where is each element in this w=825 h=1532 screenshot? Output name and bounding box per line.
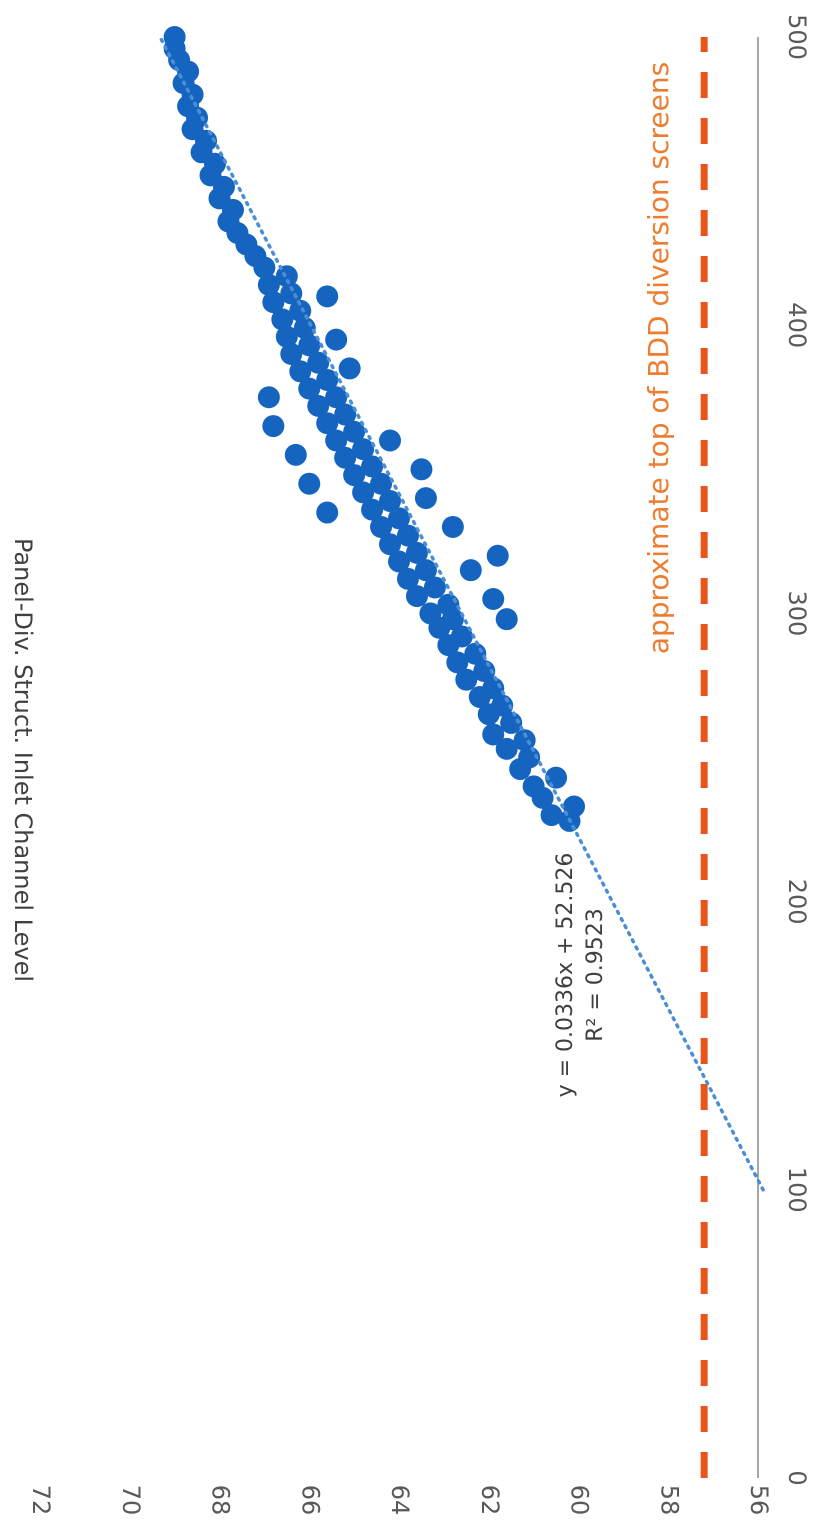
data-point xyxy=(298,334,321,357)
threshold-label: approximate top of BDD diversion screens xyxy=(642,62,675,654)
data-point xyxy=(388,550,410,573)
data-point xyxy=(361,498,384,521)
data-point xyxy=(352,438,375,461)
trendline xyxy=(158,35,765,1192)
data-point xyxy=(459,559,482,582)
data-point xyxy=(343,420,366,443)
data-point xyxy=(513,729,536,752)
data-point xyxy=(410,458,433,481)
data-point xyxy=(334,403,357,426)
data-point xyxy=(275,325,298,348)
data-point xyxy=(563,795,586,818)
data-point xyxy=(257,386,280,409)
data-point xyxy=(441,515,464,538)
y-tick-label: 64 xyxy=(386,1485,414,1516)
y-tick-label: 56 xyxy=(745,1485,773,1516)
data-point xyxy=(257,273,280,296)
data-point xyxy=(388,507,410,530)
data-point xyxy=(450,625,473,648)
data-point xyxy=(325,328,348,351)
y-axis-ticks: 56 58 60 62 64 66 68 70 72 xyxy=(27,1485,773,1516)
data-point xyxy=(352,481,375,504)
data-point xyxy=(405,541,428,564)
trendline-r2: R² = 0.9523 xyxy=(583,908,608,1042)
data-point xyxy=(396,567,419,590)
data-point xyxy=(419,602,442,625)
data-point xyxy=(370,472,393,495)
y-tick-label: 62 xyxy=(476,1485,504,1516)
data-point xyxy=(284,443,307,466)
data-point xyxy=(280,343,303,366)
data-point xyxy=(316,501,339,524)
data-point xyxy=(405,585,428,608)
data-point xyxy=(482,587,505,610)
data-point xyxy=(464,642,487,665)
data-point xyxy=(414,559,437,582)
data-point xyxy=(423,576,446,599)
data-point xyxy=(271,308,294,331)
data-point xyxy=(540,804,563,827)
data-point xyxy=(325,386,348,409)
data-point xyxy=(500,711,523,734)
plot-area xyxy=(158,26,765,1478)
y-tick-label: 72 xyxy=(27,1485,55,1516)
data-point xyxy=(455,668,478,691)
data-point xyxy=(495,737,518,760)
y-axis-title: Panel-Div. Struct. Inlet Channel Level xyxy=(9,538,37,982)
data-point xyxy=(379,533,402,556)
data-point xyxy=(486,544,509,567)
data-point xyxy=(289,360,312,383)
data-point xyxy=(446,651,469,674)
data-point xyxy=(370,515,393,538)
data-point xyxy=(316,285,339,308)
data-point xyxy=(334,446,357,469)
data-point xyxy=(518,746,541,769)
data-point xyxy=(262,415,285,438)
data-point xyxy=(396,524,419,547)
y-tick-label: 58 xyxy=(655,1485,683,1516)
y-tick-label: 70 xyxy=(117,1485,145,1516)
x-tick-label: 300 xyxy=(783,590,811,636)
data-point xyxy=(522,775,545,798)
y-tick-label: 66 xyxy=(296,1485,324,1516)
data-point xyxy=(437,593,460,616)
x-axis-ticks: 0 100 200 300 400 500 xyxy=(783,14,811,1486)
data-point xyxy=(361,455,384,478)
data-point xyxy=(482,677,505,700)
data-point xyxy=(298,472,321,495)
data-point xyxy=(325,429,348,452)
data-point xyxy=(316,412,339,435)
y-tick-label: 60 xyxy=(566,1485,594,1516)
data-point xyxy=(316,368,339,391)
data-point xyxy=(275,265,298,288)
data-point xyxy=(307,351,330,374)
data-point xyxy=(338,357,361,380)
x-tick-label: 0 xyxy=(783,1470,811,1485)
trendline-equation: y = 0.0336x + 52.526 xyxy=(553,853,578,1098)
x-tick-label: 100 xyxy=(783,1167,811,1213)
data-point xyxy=(482,723,505,746)
x-tick-label: 400 xyxy=(783,302,811,348)
y-tick-label: 68 xyxy=(207,1485,235,1516)
data-point xyxy=(307,394,330,417)
data-point xyxy=(298,377,321,400)
x-tick-label: 500 xyxy=(783,14,811,60)
data-point xyxy=(163,26,186,48)
data-point xyxy=(495,608,518,631)
data-point xyxy=(280,282,303,305)
data-point xyxy=(379,490,402,513)
data-point xyxy=(414,487,437,510)
data-point xyxy=(262,291,285,314)
data-point xyxy=(379,429,402,452)
data-point xyxy=(343,464,366,487)
x-tick-label: 200 xyxy=(783,879,811,925)
